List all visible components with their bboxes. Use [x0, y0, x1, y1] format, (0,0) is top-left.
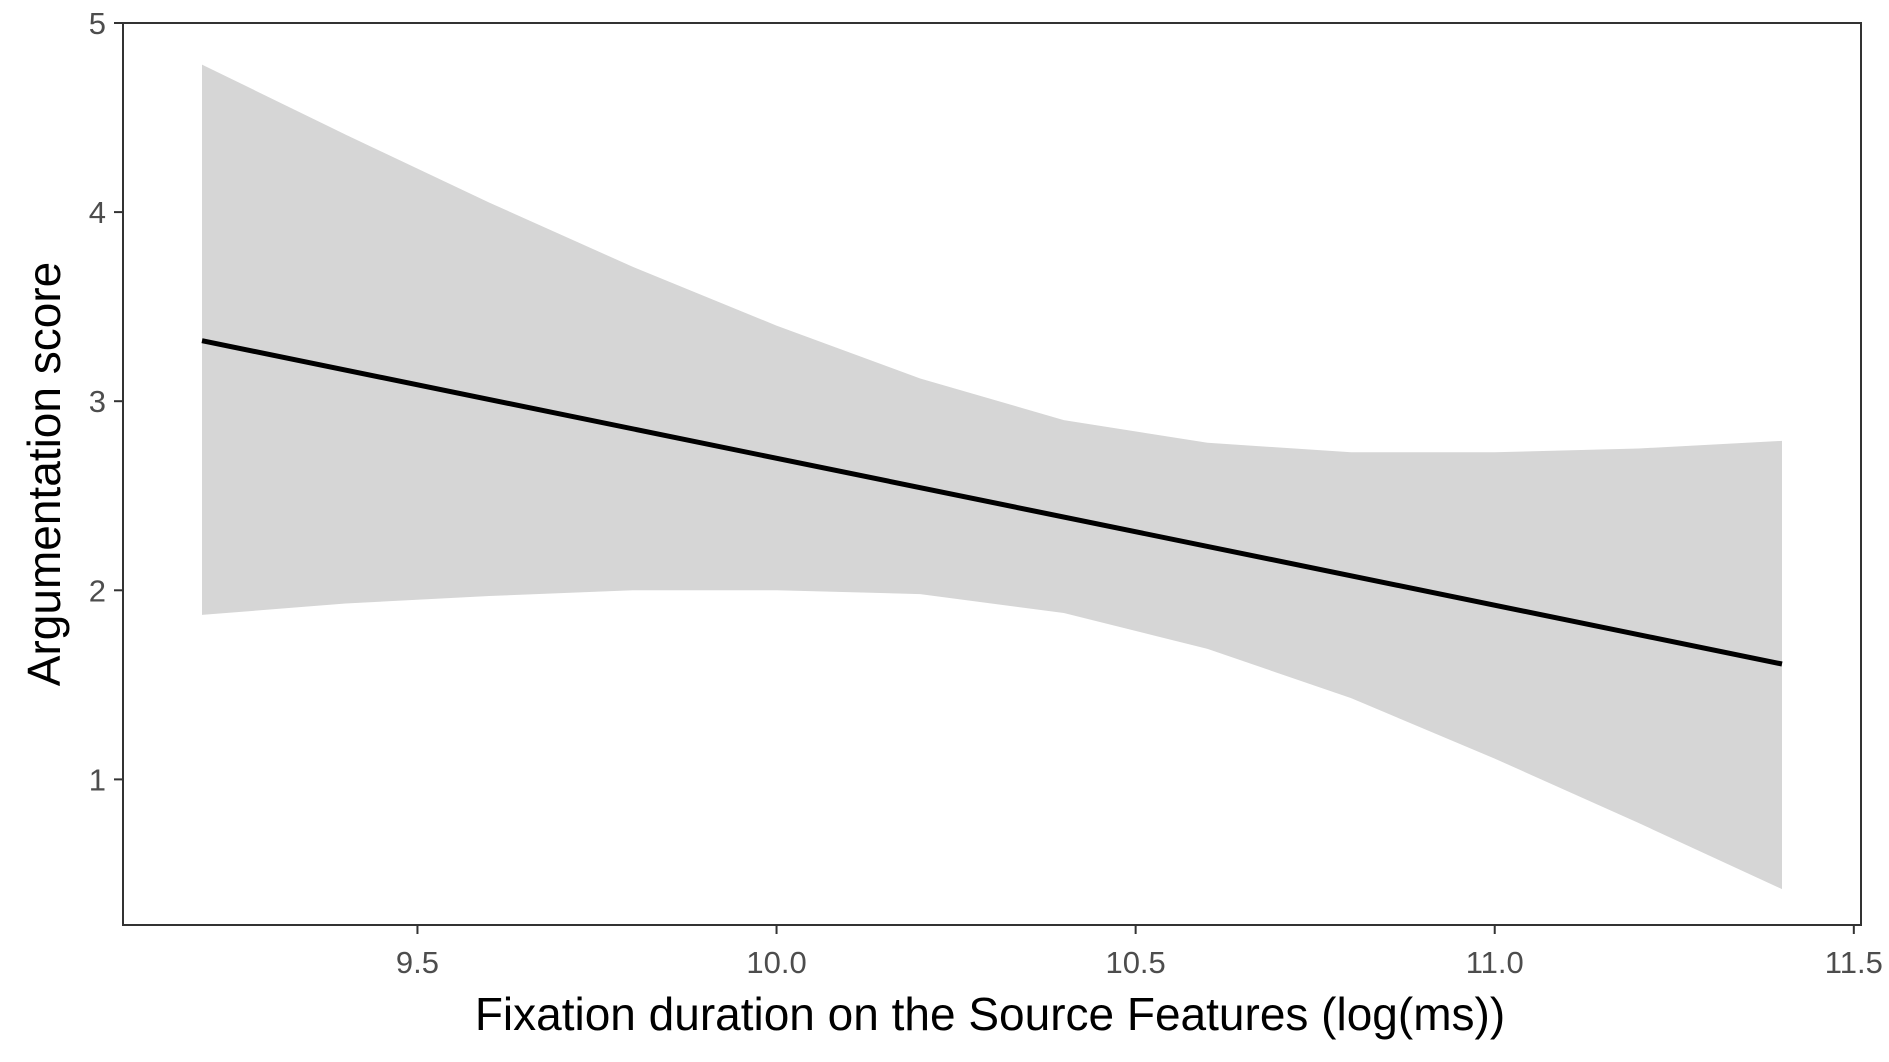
x-tick-label: 10.5: [1105, 945, 1165, 980]
x-tick-label: 9.5: [396, 945, 439, 980]
x-axis: 9.5 10.0 10.5 11.0 11.5: [396, 925, 1883, 980]
confidence-band: [202, 64, 1782, 890]
x-tick-label: 11.5: [1825, 945, 1883, 980]
y-tick-label: 2: [89, 573, 106, 608]
y-tick-label: 4: [89, 195, 106, 230]
x-tick-label: 11.0: [1466, 945, 1524, 980]
y-axis: 1 2 3 4 5: [89, 6, 123, 797]
y-tick-label: 5: [89, 6, 106, 41]
y-axis-title: Argumentation score: [18, 262, 70, 686]
x-tick-label: 10.0: [746, 945, 806, 980]
plot-area: [122, 22, 1862, 926]
x-axis-title: Fixation duration on the Source Features…: [475, 988, 1505, 1040]
plot-panel-border: [122, 22, 1862, 926]
y-tick-label: 3: [89, 384, 106, 419]
y-tick-label: 1: [89, 762, 106, 797]
trend-line: [201, 338, 1783, 667]
